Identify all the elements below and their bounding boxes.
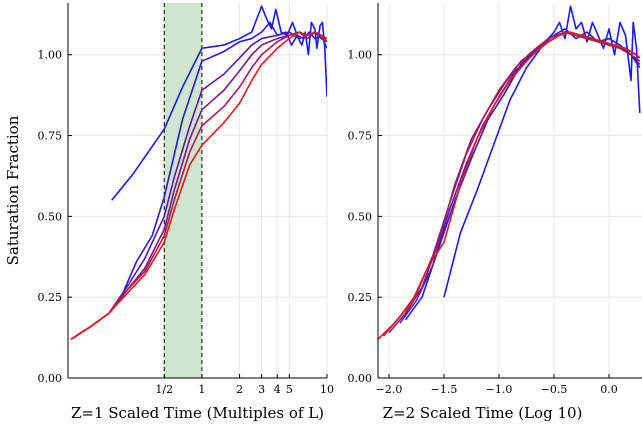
y-tick-label: 1.00 [38,49,63,62]
series-line-3 [399,31,641,324]
left-chart-panel: 1/2 1 2 3 4 5 10 0.00 0.25 0.50 0.75 1.00 Z=1 Scaled… [4,3,334,422]
series-line-2 [404,28,641,321]
x-tick-label: 4 [274,383,281,396]
series-line-5 [382,31,641,337]
x-tick-label: 3 [258,383,265,396]
x-tick-label: −2.0 [376,383,403,396]
right-chart-panel: −2.0 −1.5 −1.0 −0.5 0.0 0.00 0.25 0.50 0.75 1.00 Z… [348,3,642,422]
series-line-6 [70,31,327,340]
x-tick-label: −1.5 [431,383,458,396]
y-tick-label: 1.00 [348,49,373,62]
y-tick-label: 0.25 [348,291,373,304]
x-axis-label: Z=2 Scaled Time (Log 10) [383,404,583,422]
y-tick-label: 0.00 [38,372,63,385]
y-tick-label: 0.00 [348,372,373,385]
series-line-1 [443,5,641,298]
y-tick-label: 0.75 [348,130,373,143]
y-tick-label: 0.75 [38,130,63,143]
series-line-6 [378,31,641,340]
x-tick-label: −1.0 [486,383,513,396]
x-axis-label: Z=1 Scaled Time (Multiples of L) [71,404,324,422]
x-tick-label: 5 [286,383,293,396]
y-axis-label: Saturation Fraction [4,115,22,265]
y-tick-label: 0.25 [38,291,63,304]
x-tick-label: 10 [320,383,334,396]
x-tick-label: 0.0 [600,383,618,396]
x-tick-label: 1/2 [155,383,173,396]
y-tick-label: 0.50 [38,210,63,223]
x-tick-label: 1 [198,383,205,396]
x-tick-label: −0.5 [541,383,568,396]
y-tick-label: 0.50 [348,210,373,223]
series-line-3 [70,31,327,340]
x-tick-label: 2 [236,383,243,396]
